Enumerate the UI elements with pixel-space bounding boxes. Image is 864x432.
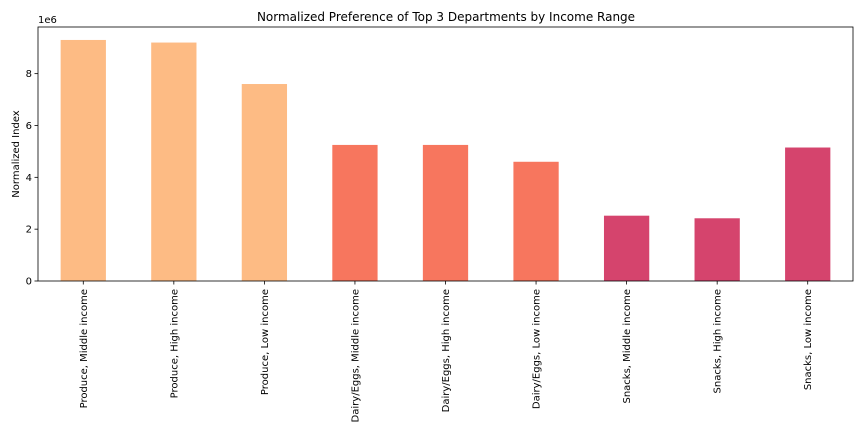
bar bbox=[513, 161, 559, 281]
bars-group bbox=[60, 39, 831, 281]
bar bbox=[151, 42, 197, 281]
y-ticks-group: 0 2 4 6 8 bbox=[26, 69, 38, 288]
x-tick-label: Snacks, High income bbox=[713, 289, 724, 393]
x-tick-label: Snacks, Low income bbox=[803, 289, 814, 390]
y-axis-title: Normalized Index bbox=[11, 110, 22, 197]
x-tick-label: Produce, High income bbox=[169, 289, 180, 398]
x-tick-label: Dairy/Eggs, Middle income bbox=[350, 289, 361, 422]
bar bbox=[332, 144, 378, 281]
x-ticks-group: Produce, Middle income Produce, High inco… bbox=[79, 281, 814, 422]
x-tick-label: Snacks, Middle income bbox=[622, 289, 633, 404]
bar bbox=[603, 215, 650, 281]
x-tick-label: Produce, Low income bbox=[260, 289, 271, 395]
y-tick-label: 2 bbox=[26, 225, 32, 236]
y-tick-label: 8 bbox=[26, 69, 32, 80]
bar bbox=[241, 84, 288, 281]
bar bbox=[694, 218, 740, 281]
x-tick-label: Dairy/Eggs, Low income bbox=[532, 289, 543, 409]
bar bbox=[422, 144, 469, 281]
y-tick-label: 0 bbox=[26, 277, 32, 288]
x-tick-label: Dairy/Eggs, High income bbox=[441, 289, 452, 412]
bar bbox=[785, 147, 831, 281]
y-tick-label: 4 bbox=[26, 173, 32, 184]
y-offset-label: 1e6 bbox=[38, 15, 57, 26]
y-tick-label: 6 bbox=[26, 121, 32, 132]
bar bbox=[60, 39, 106, 281]
plot-frame bbox=[37, 26, 854, 282]
x-tick-label: Produce, Middle income bbox=[79, 289, 90, 408]
chart-title: Normalized Preference of Top 3 Departmen… bbox=[257, 10, 635, 24]
